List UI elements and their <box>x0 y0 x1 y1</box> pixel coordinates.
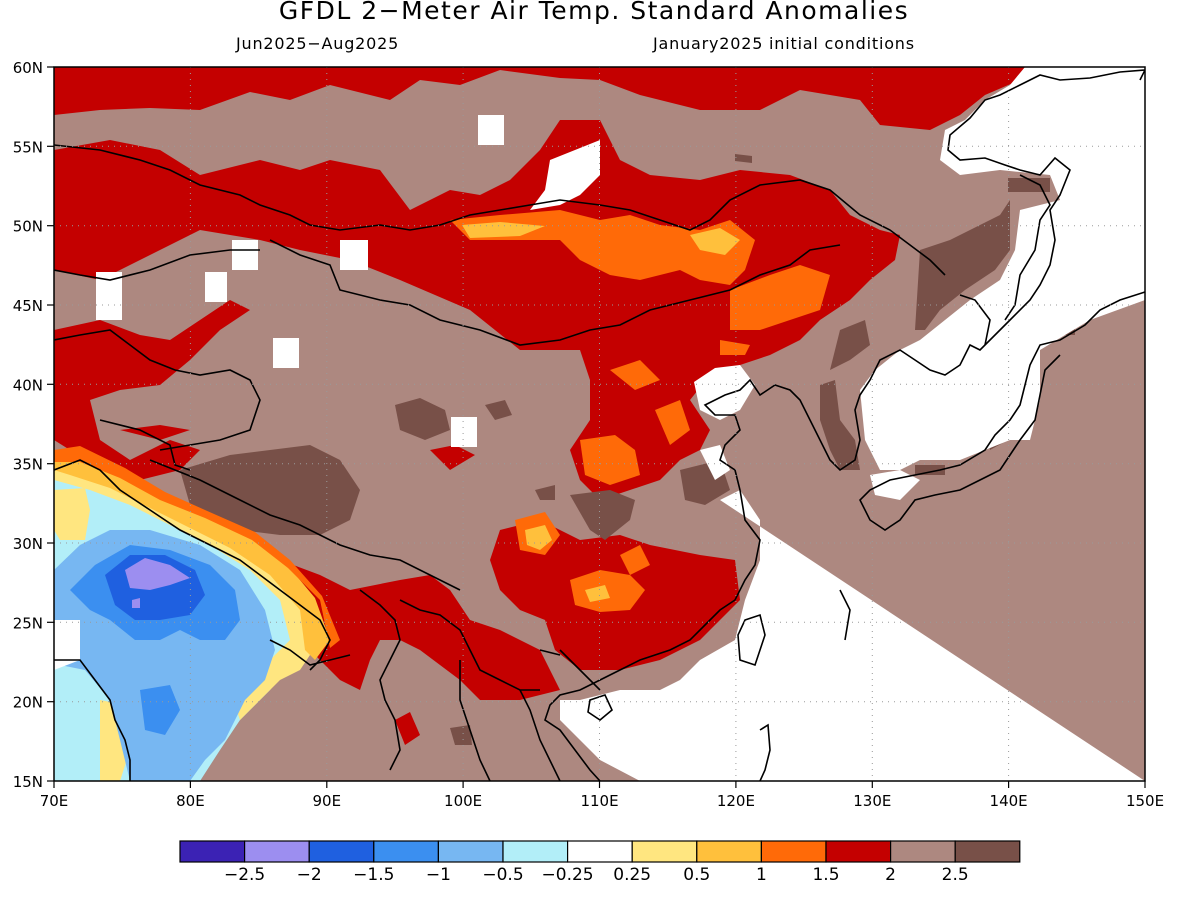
lat-tick-label: 20N <box>13 694 43 712</box>
colorbar-label: 1 <box>756 865 767 885</box>
colorbar-swatch <box>308 840 375 863</box>
colorbar-swatch <box>760 840 827 863</box>
lat-tick-label: 50N <box>13 218 43 236</box>
colorbar-label: −0.25 <box>542 865 594 885</box>
lon-tick-label: 100E <box>444 792 482 810</box>
colorbar-label: −2 <box>297 865 322 885</box>
lat-tick-labels: 15N 20N 25N 30N 35N 40N 45N 50N 55N 60N <box>13 59 43 791</box>
anomaly-field <box>54 67 1145 781</box>
negative-regions <box>54 446 340 781</box>
lat-tick-label: 55N <box>13 138 43 156</box>
lat-tick-label: 35N <box>13 456 43 474</box>
colorbar-label: 2.5 <box>942 865 969 885</box>
colorbar-label: −1.5 <box>353 865 394 885</box>
colorbar-swatch <box>373 840 439 863</box>
lat-tick-label: 45N <box>13 297 43 315</box>
brown-regions <box>180 154 1075 745</box>
colorbar-label: 2 <box>885 865 896 885</box>
lon-tick-label: 110E <box>580 792 618 810</box>
lat-tick-label: 25N <box>13 614 43 632</box>
colorbar-swatch <box>696 840 762 863</box>
lon-tick-label: 80E <box>176 792 205 810</box>
lon-tick-label: 140E <box>990 792 1028 810</box>
lat-tick-label: 30N <box>13 535 43 553</box>
lon-tick-label: 130E <box>853 792 891 810</box>
forecast-period: Jun2025−Aug2025 <box>236 34 400 53</box>
colorbar-label: −0.5 <box>482 865 523 885</box>
chart-title: GFDL 2−Meter Air Temp. Standard Anomalie… <box>278 0 910 25</box>
lat-tick-label: 40N <box>13 376 43 394</box>
lon-tick-label: 120E <box>717 792 755 810</box>
colorbar-swatch <box>825 840 892 863</box>
lon-tick-labels: 70E 80E 90E 100E 110E 120E 130E 140E 150… <box>40 792 1164 810</box>
colorbar-label: 0.25 <box>613 865 651 885</box>
lat-tick-label: 15N <box>13 773 43 791</box>
colorbar-swatch <box>631 840 698 863</box>
axis-ticks <box>47 66 1146 788</box>
initial-conditions: January2025 initial conditions <box>653 34 915 53</box>
colorbar-swatch <box>179 840 246 863</box>
colorbar: −2.5 −2 −1.5 −1 −0.5 −0.25 0.25 0.5 1 1.5 2 2.5 <box>179 840 1021 885</box>
lon-tick-label: 150E <box>1126 792 1164 810</box>
coastlines <box>54 69 1145 781</box>
lon-tick-label: 90E <box>313 792 342 810</box>
colorbar-label: −1 <box>426 865 451 885</box>
colorbar-label: 0.5 <box>683 865 710 885</box>
gridlines <box>54 67 1145 781</box>
lon-tick-label: 70E <box>40 792 69 810</box>
colorbar-swatch <box>502 840 569 863</box>
lat-tick-label: 60N <box>13 59 43 77</box>
colorbar-label: 1.5 <box>812 865 839 885</box>
light-orange-regions <box>462 222 740 602</box>
colorbar-swatch <box>244 840 310 863</box>
colorbar-label: −2.5 <box>224 865 265 885</box>
colorbar-swatch <box>889 840 956 863</box>
colorbar-swatch <box>954 840 1021 863</box>
colorbar-swatch <box>437 840 504 863</box>
colorbar-swatch <box>566 840 633 863</box>
